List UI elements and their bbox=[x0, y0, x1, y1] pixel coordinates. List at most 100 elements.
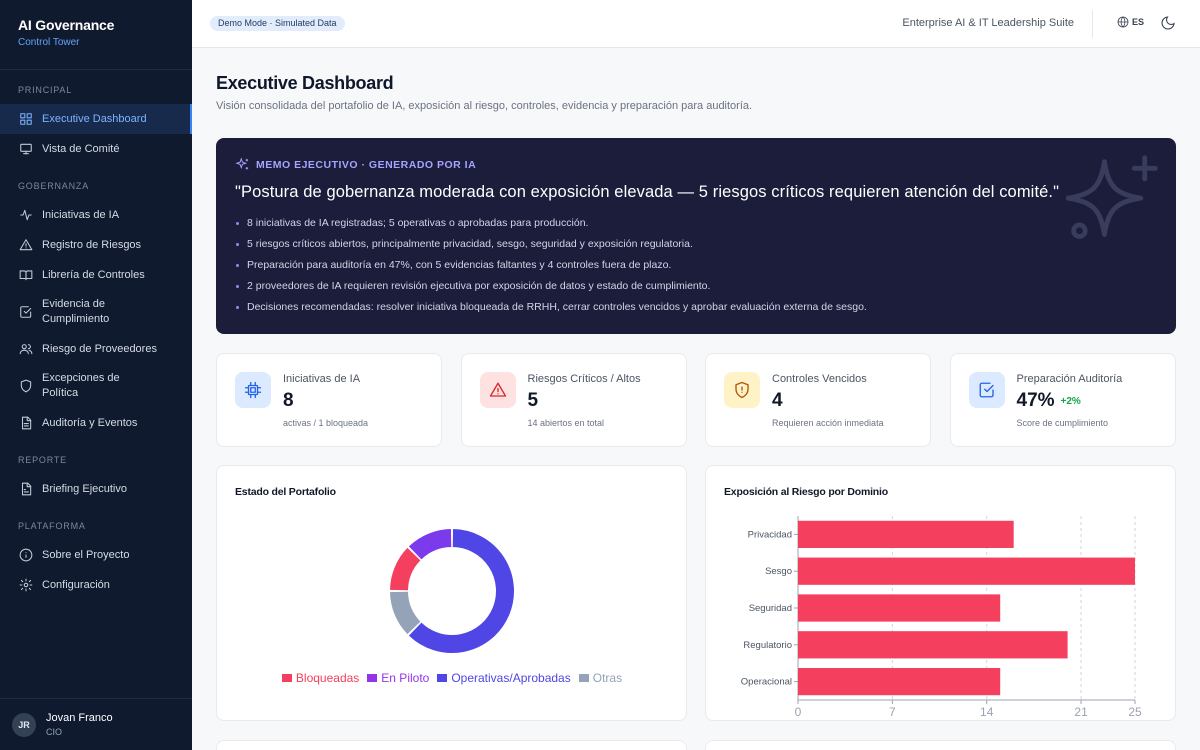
memo-bullet: Preparación para auditoría en 47%, con 5… bbox=[235, 257, 867, 278]
kpi-card-riesgos-criticos-altos[interactable]: Riesgos Críticos / Altos 5 14 abiertos e… bbox=[460, 353, 687, 447]
kpi-label: Controles Vencidos bbox=[772, 373, 867, 385]
sidebar-nav: PRINCIPAL Executive Dashboard Vista de C… bbox=[0, 81, 192, 600]
user-profile[interactable]: JR Jovan Franco CIO bbox=[0, 698, 192, 750]
kpi-label: Riesgos Críticos / Altos bbox=[527, 373, 641, 385]
sidebar-item-configuracion[interactable]: Configuración bbox=[0, 570, 192, 600]
donut-slice[interactable] bbox=[390, 547, 421, 591]
sidebar-item-label: Briefing Ejecutivo bbox=[42, 483, 127, 495]
legend-item[interactable]: Bloqueadas bbox=[281, 671, 359, 685]
gear-icon bbox=[18, 577, 34, 593]
legend-item[interactable]: Otras bbox=[578, 671, 623, 685]
sidebar-item-sobre-el-proyecto[interactable]: Sobre el Proyecto bbox=[0, 540, 192, 570]
info-icon bbox=[18, 547, 34, 563]
kpi-note: Requieren acción inmediata bbox=[772, 418, 884, 428]
sidebar-item-label: Evidencia de Cumplimiento bbox=[42, 298, 110, 325]
legend-swatch bbox=[578, 674, 589, 682]
page-title: Executive Dashboard bbox=[216, 73, 394, 93]
sidebar-item-label: Executive Dashboard bbox=[42, 113, 147, 125]
category-label: Seguridad bbox=[749, 603, 792, 614]
language-switcher[interactable]: ES bbox=[1117, 16, 1144, 28]
donut-slice[interactable] bbox=[408, 529, 514, 653]
portfolio-legend: Bloqueadas En Piloto Operativas/Aprobada… bbox=[217, 671, 687, 685]
legend-label: Operativas/Aprobadas bbox=[451, 671, 571, 685]
user-name: Jovan Franco bbox=[46, 712, 113, 724]
kpi-value: 8 bbox=[283, 390, 294, 412]
sparkles-icon bbox=[235, 157, 249, 170]
language-label: ES bbox=[1131, 17, 1144, 27]
lower-card-right bbox=[705, 740, 1176, 750]
sidebar-item-evidencia-de-cumplimiento[interactable]: Evidencia de Cumplimiento bbox=[0, 290, 192, 334]
risk-bar[interactable] bbox=[798, 594, 1001, 622]
sidebar-item-riesgo-de-proveedores[interactable]: Riesgo de Proveedores bbox=[0, 334, 192, 364]
x-tick-label: 0 bbox=[795, 705, 802, 716]
kpi-card-controles-vencidos[interactable]: Controles Vencidos 4 Requieren acción in… bbox=[705, 353, 931, 447]
sidebar-item-vista-de-comite[interactable]: Vista de Comité bbox=[0, 134, 192, 164]
sidebar-item-registro-de-riesgos[interactable]: Registro de Riesgos bbox=[0, 230, 192, 260]
sidebar-item-auditoria-y-eventos[interactable]: Auditoría y Eventos bbox=[0, 408, 192, 438]
brand[interactable]: AI Governance Control Tower bbox=[0, 0, 192, 70]
sidebar-item-excepciones-de-politica[interactable]: Excepciones de Política bbox=[0, 364, 192, 408]
portfolio-status-card: Estado del Portafolio Bloqueadas En Pilo… bbox=[216, 465, 687, 721]
nav-section-gobernanza: GOBERNANZA bbox=[18, 181, 90, 191]
x-tick-label: 25 bbox=[1128, 705, 1142, 716]
portfolio-status-title: Estado del Portafolio bbox=[235, 486, 336, 498]
theme-toggle[interactable] bbox=[1160, 15, 1176, 36]
risk-bar[interactable] bbox=[798, 557, 1135, 585]
checkbox-icon bbox=[18, 304, 34, 320]
category-label: Operacional bbox=[741, 677, 792, 688]
nav-section-principal: PRINCIPAL bbox=[18, 85, 73, 95]
memo-bullet: 8 iniciativas de IA registradas; 5 opera… bbox=[235, 215, 867, 236]
sidebar-item-executive-dashboard[interactable]: Executive Dashboard bbox=[0, 104, 192, 134]
sidebar-item-briefing-ejecutivo[interactable]: Briefing Ejecutivo bbox=[0, 474, 192, 504]
kpi-card-preparacion-auditoria[interactable]: Preparación Auditoría 47% +2% Score de cu… bbox=[949, 353, 1176, 447]
brand-title: AI Governance bbox=[18, 17, 115, 33]
legend-swatch bbox=[281, 674, 292, 682]
sidebar: AI Governance Control Tower PRINCIPAL Ex… bbox=[0, 0, 192, 750]
legend-label: Otras bbox=[592, 671, 623, 685]
sidebar-item-label: Vista de Comité bbox=[42, 143, 120, 155]
presentation-icon bbox=[18, 141, 34, 157]
warning-icon bbox=[18, 237, 34, 253]
warning-icon bbox=[479, 372, 516, 408]
kpi-label: Preparación Auditoría bbox=[1016, 373, 1123, 385]
category-label: Regulatorio bbox=[743, 640, 792, 651]
sparkles-decoration-icon bbox=[1065, 152, 1162, 248]
checkbox-icon bbox=[968, 372, 1005, 408]
sidebar-item-label: Registro de Riesgos bbox=[42, 239, 142, 251]
legend-item[interactable]: En Piloto bbox=[367, 671, 429, 685]
x-tick-label: 7 bbox=[889, 705, 896, 716]
kpi-label: Iniciativas de IA bbox=[283, 373, 361, 385]
memo-quote: "Postura de gobernanza moderada con expo… bbox=[235, 183, 1060, 201]
category-label: Sesgo bbox=[765, 566, 792, 577]
kpi-note: 14 abiertos en total bbox=[527, 418, 605, 428]
kpi-note: activas / 1 bloqueada bbox=[283, 418, 369, 428]
donut-slice[interactable] bbox=[390, 591, 421, 635]
page-subtitle: Visión consolidada del portafolio de IA,… bbox=[216, 100, 753, 112]
moon-icon bbox=[1161, 16, 1175, 30]
demo-mode-badge: Demo Mode · Simulated Data bbox=[210, 16, 345, 31]
kpi-card-iniciativas-de-ia[interactable]: Iniciativas de IA 8 activas / 1 bloquead… bbox=[216, 353, 442, 447]
executive-memo: MEMO EJECUTIVO · GENERADO POR IA "Postur… bbox=[216, 138, 1176, 334]
memo-bullets: 8 iniciativas de IA registradas; 5 opera… bbox=[235, 215, 867, 320]
x-tick-label: 14 bbox=[980, 705, 994, 716]
avatar: JR bbox=[12, 712, 36, 737]
nav-section-reporte: REPORTE bbox=[18, 455, 67, 465]
users-icon bbox=[18, 341, 34, 357]
risk-bar[interactable] bbox=[798, 667, 1001, 696]
activity-icon bbox=[18, 207, 34, 223]
sidebar-item-iniciativas-de-ia[interactable]: Iniciativas de IA bbox=[0, 200, 192, 230]
legend-item[interactable]: Operativas/Aprobadas bbox=[437, 671, 571, 685]
portfolio-donut-chart bbox=[387, 526, 517, 656]
memo-bullet: Decisiones recomendadas: resolver inicia… bbox=[235, 299, 867, 320]
kpi-value: 4 bbox=[772, 390, 783, 412]
risk-exposure-card: Exposición al Riesgo por Dominio Privaci… bbox=[705, 465, 1176, 721]
risk-bar[interactable] bbox=[798, 631, 1068, 659]
kpi-value-text: 47% bbox=[1016, 390, 1055, 411]
donut-slice[interactable] bbox=[408, 529, 452, 560]
risk-bar[interactable] bbox=[798, 520, 1014, 549]
sidebar-item-libreria-de-controles[interactable]: Librería de Controles bbox=[0, 260, 192, 290]
category-label: Privacidad bbox=[748, 529, 792, 540]
legend-label: En Piloto bbox=[381, 671, 430, 685]
sidebar-item-label: Configuración bbox=[42, 579, 110, 591]
kpi-note: Score de cumplimiento bbox=[1016, 418, 1109, 428]
